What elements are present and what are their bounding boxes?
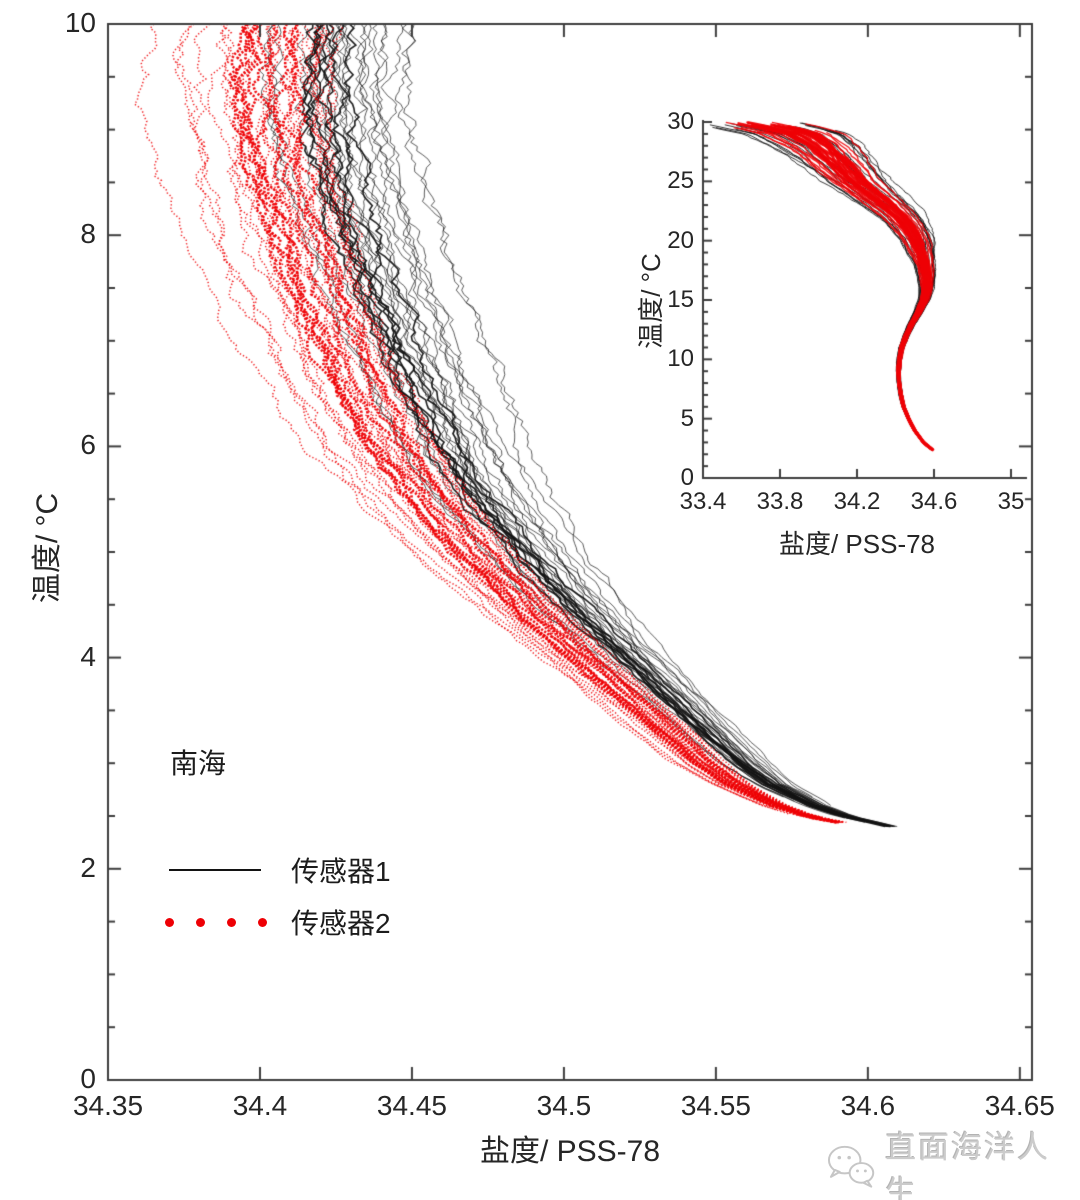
inset-y-tick-label: 5 <box>680 404 694 432</box>
main-x-tick-label: 34.65 <box>984 1090 1055 1121</box>
main-y-axis-label: 温度/ °C <box>31 492 64 604</box>
main-x-tick-label: 34.4 <box>232 1090 288 1121</box>
inset-x-tick-label: 34.6 <box>910 488 958 515</box>
main-x-tick-label: 34.45 <box>376 1090 447 1121</box>
main-x-tick-label: 34.5 <box>536 1090 592 1121</box>
black-line-sample <box>169 869 261 871</box>
wechat-icon <box>827 1145 875 1188</box>
inset-x-tick-label: 34.2 <box>833 488 881 515</box>
red-dot-sample <box>227 918 236 927</box>
main-y-tick-label: 8 <box>80 218 96 250</box>
red-dot-sample <box>258 918 267 927</box>
legend-dots-marker <box>165 907 267 937</box>
main-y-tick-label: 6 <box>80 429 96 461</box>
main-x-tick-label: 34.6 <box>840 1090 896 1121</box>
inset-x-tick-label: 33.8 <box>756 488 804 515</box>
main-y-tick-label: 4 <box>80 640 96 672</box>
region-annotation: 南海 <box>170 748 227 779</box>
inset-y-tick-label: 0 <box>680 464 694 491</box>
legend-line-marker <box>165 855 261 885</box>
main-y-tick-label: 2 <box>80 851 96 883</box>
red-dot-sample <box>165 918 174 927</box>
legend-label-sensor-1: 传感器1 <box>291 856 391 887</box>
inset-y-tick-label: 30 <box>667 108 694 136</box>
legend-label-sensor-2: 传感器2 <box>291 908 391 939</box>
inset-y-tick-label: 25 <box>667 167 694 195</box>
legend-item-sensor-1: 传感器1 <box>165 855 391 887</box>
watermark-text: 直面海洋人生 <box>885 1130 1051 1200</box>
inset-x-axis-label: 盐度/ PSS-78 <box>778 529 936 559</box>
main-x-tick-label: 34.55 <box>680 1090 751 1121</box>
inset-y-tick-label: 15 <box>667 286 694 313</box>
inset-y-tick-label: 20 <box>667 226 694 254</box>
red-dot-sample <box>196 918 205 927</box>
watermark: 直面海洋人生 <box>826 1122 1080 1200</box>
inset-y-tick-label: 10 <box>667 345 694 373</box>
main-x-tick-label: 34.35 <box>72 1090 144 1121</box>
inset-x-tick-label: 35 <box>997 488 1025 515</box>
inset-x-tick-label: 33.4 <box>679 488 727 515</box>
legend-item-sensor-2: 传感器2 <box>165 907 391 939</box>
main-x-axis-label: 盐度/ PSS-78 <box>479 1135 661 1168</box>
main-y-tick-label: 0 <box>80 1063 96 1094</box>
main-y-tick-label: 10 <box>64 7 96 38</box>
